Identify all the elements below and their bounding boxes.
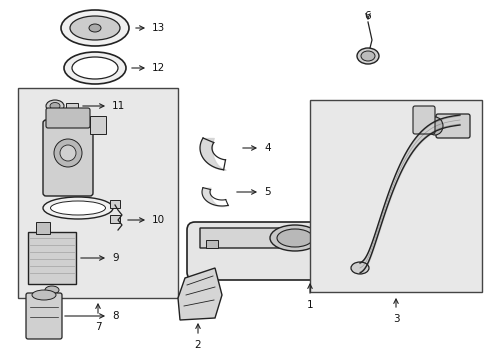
Ellipse shape: [43, 197, 113, 219]
FancyBboxPatch shape: [43, 120, 93, 196]
Bar: [309, 100, 481, 292]
Ellipse shape: [276, 229, 312, 247]
Text: 5: 5: [264, 187, 270, 197]
Bar: [28, 232, 76, 284]
Bar: [205, 240, 218, 248]
Ellipse shape: [32, 290, 56, 300]
Text: 4: 4: [264, 143, 270, 153]
Bar: [66, 103, 78, 111]
Ellipse shape: [46, 100, 64, 112]
Polygon shape: [178, 268, 222, 320]
Text: 13: 13: [152, 23, 165, 33]
Polygon shape: [195, 252, 377, 270]
Text: 7: 7: [95, 322, 101, 332]
Ellipse shape: [360, 51, 374, 61]
Ellipse shape: [64, 52, 126, 84]
Ellipse shape: [319, 238, 339, 248]
Ellipse shape: [426, 117, 442, 135]
Bar: [110, 215, 120, 223]
Text: 10: 10: [152, 215, 165, 225]
Text: 6: 6: [364, 11, 370, 21]
FancyBboxPatch shape: [26, 293, 62, 339]
Ellipse shape: [60, 145, 76, 161]
FancyBboxPatch shape: [435, 114, 469, 138]
Ellipse shape: [313, 235, 346, 251]
Ellipse shape: [269, 225, 319, 251]
Ellipse shape: [50, 103, 60, 109]
Ellipse shape: [70, 16, 120, 40]
Bar: [110, 200, 120, 208]
Ellipse shape: [61, 10, 129, 46]
Ellipse shape: [54, 139, 82, 167]
Ellipse shape: [350, 262, 368, 274]
Bar: [36, 222, 50, 234]
Bar: [18, 88, 178, 298]
Text: 2: 2: [194, 340, 201, 350]
Text: 3: 3: [392, 314, 399, 324]
FancyBboxPatch shape: [412, 106, 434, 134]
Bar: [90, 116, 106, 134]
Ellipse shape: [89, 24, 101, 32]
Ellipse shape: [72, 57, 118, 79]
Text: 12: 12: [152, 63, 165, 73]
Text: 9: 9: [112, 253, 119, 263]
FancyBboxPatch shape: [186, 222, 384, 280]
FancyBboxPatch shape: [46, 108, 90, 128]
Ellipse shape: [356, 48, 378, 64]
Ellipse shape: [45, 286, 59, 294]
Text: 1: 1: [306, 300, 313, 310]
Text: 11: 11: [112, 101, 125, 111]
Ellipse shape: [50, 201, 105, 215]
Text: 8: 8: [112, 311, 119, 321]
Polygon shape: [198, 232, 377, 252]
Polygon shape: [200, 228, 379, 248]
